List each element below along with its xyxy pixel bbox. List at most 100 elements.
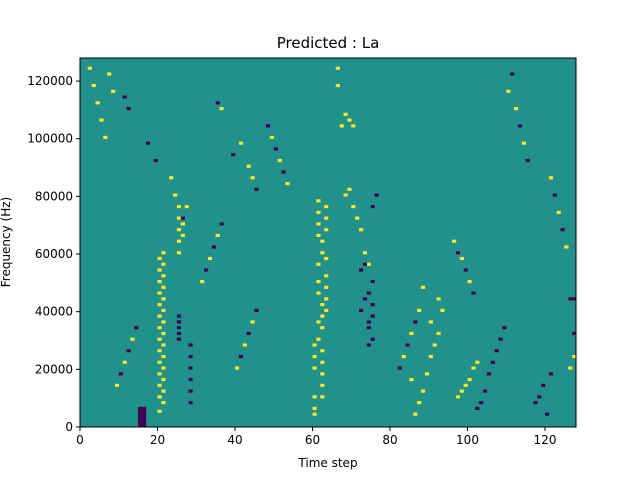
x-tick-label: 80 bbox=[382, 433, 397, 447]
heatmap-cell bbox=[142, 409, 147, 413]
x-tick-label: 120 bbox=[534, 433, 557, 447]
heatmap-cell bbox=[176, 216, 182, 220]
heatmap-cell bbox=[114, 383, 120, 387]
y-tick-label: 60000 bbox=[35, 247, 73, 261]
heatmap-cell bbox=[316, 210, 321, 214]
heatmap-cell bbox=[134, 326, 139, 330]
heatmap-cell bbox=[312, 343, 317, 347]
heatmap-cell bbox=[572, 331, 577, 336]
heatmap-cell bbox=[316, 262, 321, 266]
heatmap-cell bbox=[157, 395, 162, 399]
y-tick-label: 80000 bbox=[35, 189, 73, 203]
heatmap-cell bbox=[122, 360, 127, 364]
y-axis-label: Frequency (Hz) bbox=[0, 197, 13, 288]
heatmap-cell bbox=[335, 83, 340, 88]
heatmap-cell bbox=[436, 297, 441, 301]
heatmap-cell bbox=[122, 95, 127, 99]
heatmap-cell bbox=[502, 326, 507, 330]
heatmap-cell bbox=[238, 354, 244, 359]
heatmap-cell bbox=[401, 354, 406, 359]
heatmap-cell bbox=[161, 401, 166, 405]
heatmap-cell bbox=[428, 354, 433, 359]
heatmap-cell bbox=[219, 107, 224, 111]
heatmap-cell bbox=[157, 372, 162, 376]
heatmap-cell bbox=[91, 83, 96, 88]
heatmap-cell bbox=[486, 372, 492, 376]
heatmap-cell bbox=[138, 409, 143, 413]
heatmap-cell bbox=[188, 377, 193, 382]
heatmap-cell bbox=[211, 245, 216, 249]
heatmap-cell bbox=[343, 112, 348, 116]
heatmap-cell bbox=[359, 308, 364, 312]
heatmap-cell bbox=[568, 366, 573, 370]
heatmap-cell bbox=[142, 421, 147, 425]
heatmap-cell bbox=[510, 72, 515, 76]
heatmap-cell bbox=[560, 228, 565, 232]
heatmap-cell bbox=[107, 72, 112, 76]
x-axis-label: Time step bbox=[297, 456, 357, 470]
heatmap-cell bbox=[572, 297, 577, 301]
heatmap-cell bbox=[219, 222, 224, 226]
heatmap-cell bbox=[188, 354, 193, 359]
heatmap-cell bbox=[362, 262, 368, 266]
heatmap-cell bbox=[184, 205, 189, 209]
heatmap-cell bbox=[351, 205, 356, 209]
heatmap-cell bbox=[541, 383, 546, 387]
heatmap-cell bbox=[320, 314, 325, 318]
heatmap-cell bbox=[161, 389, 166, 393]
heatmap-cell bbox=[455, 251, 461, 255]
heatmap-cell bbox=[548, 176, 554, 180]
heatmap-cell bbox=[417, 401, 422, 405]
heatmap-cell bbox=[347, 187, 352, 191]
heatmap-cell bbox=[552, 193, 557, 197]
heatmap-cell bbox=[188, 389, 193, 393]
heatmap-cell bbox=[409, 377, 414, 382]
y-axis-ticks: 0 20000 40000 60000 80000 100000 120000 bbox=[27, 74, 80, 434]
heatmap-cell bbox=[173, 193, 178, 197]
heatmap-cell bbox=[355, 216, 360, 220]
heatmap-cell bbox=[366, 262, 371, 266]
heatmap-cell bbox=[498, 337, 503, 341]
heatmap-cell bbox=[99, 118, 104, 122]
heatmap-cell bbox=[440, 308, 445, 312]
heatmap-cell bbox=[176, 205, 182, 209]
heatmap-cell bbox=[157, 383, 162, 387]
heatmap-cell bbox=[161, 297, 166, 301]
heatmap-cell bbox=[169, 176, 174, 180]
heatmap-cell bbox=[316, 291, 321, 295]
heatmap-cell bbox=[351, 124, 356, 128]
heatmap-cell bbox=[421, 389, 426, 393]
heatmap-cell bbox=[157, 279, 162, 284]
heatmap-cell bbox=[343, 193, 348, 197]
heatmap-cell bbox=[517, 124, 523, 128]
y-tick-label: 20000 bbox=[35, 362, 73, 376]
heatmap-cell bbox=[370, 205, 375, 209]
heatmap-cell bbox=[312, 366, 317, 370]
heatmap-cell bbox=[316, 199, 321, 203]
heatmap-cell bbox=[180, 222, 185, 226]
y-tick-label: 40000 bbox=[35, 305, 73, 319]
heatmap-cell bbox=[161, 274, 166, 278]
heatmap-cell bbox=[537, 395, 542, 399]
heatmap-cell bbox=[324, 216, 329, 220]
heatmap-cell bbox=[161, 251, 166, 255]
heatmap-cell bbox=[413, 320, 418, 324]
heatmap-cell bbox=[176, 331, 182, 336]
heatmap-cell bbox=[277, 158, 282, 163]
x-tick-label: 40 bbox=[227, 433, 242, 447]
heatmap-cell bbox=[324, 297, 329, 301]
heatmap-cell bbox=[238, 141, 244, 145]
heatmap-cell bbox=[320, 303, 325, 307]
heatmap-cell bbox=[533, 401, 538, 405]
heatmap-cell bbox=[324, 205, 329, 209]
y-tick-label: 0 bbox=[65, 420, 73, 434]
heatmap-cell bbox=[87, 66, 92, 70]
heatmap-cell bbox=[157, 360, 162, 364]
heatmap-cell bbox=[564, 245, 569, 249]
heatmap-cell bbox=[413, 412, 418, 416]
heatmap-cell bbox=[161, 343, 166, 347]
heatmap-cell bbox=[176, 326, 182, 330]
heatmap-cell bbox=[494, 349, 499, 353]
heatmap-cell bbox=[359, 228, 364, 232]
heatmap-cell bbox=[452, 239, 457, 243]
